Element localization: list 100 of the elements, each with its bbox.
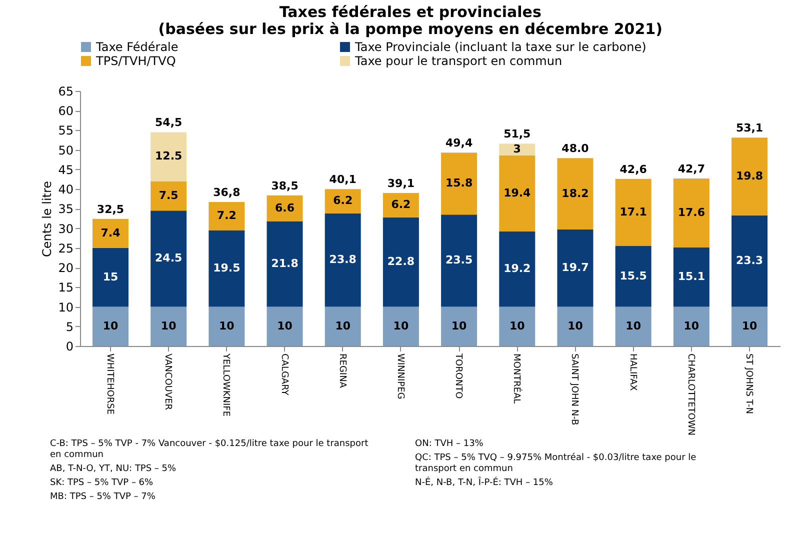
data-label: 19.7 bbox=[562, 261, 589, 274]
bar bbox=[382, 193, 419, 218]
y-tick-label: 55 bbox=[58, 124, 74, 138]
bar bbox=[92, 218, 128, 248]
y-tick-label: 20 bbox=[58, 261, 74, 276]
bar bbox=[382, 306, 419, 346]
bar bbox=[615, 178, 652, 246]
total-label: 42,6 bbox=[620, 162, 648, 176]
bar bbox=[441, 306, 478, 346]
text: SK: TPS – 5% TVP – 6% bbox=[50, 478, 154, 488]
x-tick-label: CHARLOTTETOWN bbox=[685, 354, 696, 436]
data-label: 15.8 bbox=[445, 176, 473, 190]
text: N-É, N-B, T-N, Î-P-É: TVH – 15% bbox=[415, 476, 554, 488]
bar bbox=[150, 181, 187, 211]
data-label: 6.6 bbox=[275, 201, 295, 214]
y-tick-label: 40 bbox=[58, 182, 74, 197]
y-tick-label: 5 bbox=[66, 320, 74, 334]
bar bbox=[557, 158, 594, 230]
total-label: 36,8 bbox=[213, 186, 240, 200]
data-label: 15 bbox=[102, 270, 118, 284]
y-tick-label: 45 bbox=[58, 162, 74, 177]
text: C-B: TPS – 5% TVP - 7% Vancouver - $0.125/litre taxe pour le transport en commun bbox=[50, 439, 369, 460]
bar bbox=[324, 213, 361, 307]
y-tick-label: 30 bbox=[58, 222, 74, 236]
data-label: 19.5 bbox=[213, 262, 240, 275]
data-label: 18.2 bbox=[562, 186, 589, 200]
bar bbox=[324, 189, 361, 214]
y-tick-label: 65 bbox=[58, 84, 74, 98]
bar bbox=[615, 306, 652, 346]
text: MB: TPS – 5% TVP – 7% bbox=[50, 492, 156, 502]
data-label: 10 bbox=[742, 319, 758, 332]
data-label: 10 bbox=[509, 319, 526, 332]
text: QC: TPS – 5% TVQ – 9.975% Montréal - $0.03/litre taxe pour le transport en commun bbox=[415, 452, 697, 474]
bar bbox=[92, 306, 128, 346]
legend-label: Taxe pour le transport en commun bbox=[354, 54, 562, 68]
data-label: 7.5 bbox=[158, 188, 178, 202]
bar bbox=[732, 215, 768, 307]
data-label: 6.2 bbox=[333, 194, 353, 208]
y-tick-label: 10 bbox=[58, 300, 74, 314]
data-label: 10 bbox=[335, 319, 351, 332]
bar bbox=[557, 306, 594, 346]
bar bbox=[615, 246, 652, 307]
y-tick-label: 50 bbox=[58, 143, 74, 158]
y-tick-label: 60 bbox=[58, 104, 74, 118]
bar bbox=[732, 306, 768, 346]
legend-label: Taxe Fédérale bbox=[95, 40, 178, 54]
data-label: 10 bbox=[451, 319, 468, 332]
bar bbox=[441, 214, 478, 307]
bar bbox=[673, 248, 710, 307]
bar bbox=[732, 138, 768, 216]
total-label: 32,5 bbox=[96, 202, 124, 216]
text: ON: TVH – 13% bbox=[415, 439, 484, 449]
bar bbox=[208, 306, 245, 346]
data-label: 24.5 bbox=[155, 252, 182, 265]
data-label: 19.2 bbox=[504, 262, 531, 276]
data-label: 12.5 bbox=[155, 150, 182, 163]
data-label: 7.4 bbox=[100, 226, 121, 240]
bar bbox=[673, 178, 710, 248]
data-label: 7.2 bbox=[216, 209, 236, 222]
bar bbox=[441, 152, 478, 215]
total-label: 53,1 bbox=[736, 122, 764, 135]
total-label: 51,5 bbox=[504, 128, 531, 141]
y-tick-label: 35 bbox=[58, 202, 74, 216]
data-label: 10 bbox=[219, 319, 235, 332]
total-label: 40,1 bbox=[329, 173, 356, 186]
bar bbox=[499, 231, 536, 307]
data-label: 6.2 bbox=[391, 198, 411, 212]
data-label: 22.8 bbox=[387, 255, 415, 268]
y-axis-title: Cents le litre bbox=[40, 180, 54, 258]
total-label: 42,7 bbox=[678, 162, 705, 176]
bar bbox=[150, 132, 187, 182]
data-label: 21.8 bbox=[271, 257, 298, 270]
bar bbox=[208, 202, 245, 230]
bar bbox=[150, 306, 187, 346]
y-tick-label: 0 bbox=[66, 340, 74, 354]
bar bbox=[382, 217, 419, 307]
bar bbox=[499, 155, 536, 232]
total-label: 48.0 bbox=[562, 142, 590, 156]
data-label: 23.8 bbox=[329, 253, 356, 266]
x-tick-label: CALGARY bbox=[278, 354, 289, 396]
data-label: 17.6 bbox=[678, 206, 706, 220]
bar bbox=[557, 229, 594, 307]
x-tick-label: SAINT JOHN N-B bbox=[569, 354, 580, 426]
chart-subtitle: (basées sur les prix à la pompe moyens en décembre 2021) bbox=[158, 20, 662, 38]
data-label: 19.4 bbox=[504, 186, 532, 200]
x-tick-label: VANCOUVER bbox=[162, 354, 173, 410]
total-label: 38,5 bbox=[271, 179, 298, 192]
chart-title: Taxes fédérales et provinciales bbox=[279, 3, 542, 21]
x-tick-label: YELLOWKNIFE bbox=[220, 352, 231, 417]
data-label: 10 bbox=[568, 319, 584, 332]
bar bbox=[266, 221, 303, 307]
data-label: 10 bbox=[160, 319, 177, 332]
bar bbox=[673, 306, 710, 346]
data-label: 3 bbox=[513, 142, 521, 156]
data-label: 10 bbox=[393, 319, 409, 332]
data-label: 10 bbox=[102, 319, 118, 332]
bar bbox=[499, 306, 536, 346]
y-tick-label: 15 bbox=[58, 280, 74, 295]
legend-label: TPS/TVH/TVQ bbox=[95, 54, 176, 68]
x-tick-label: WHITEHORSE bbox=[104, 354, 114, 415]
